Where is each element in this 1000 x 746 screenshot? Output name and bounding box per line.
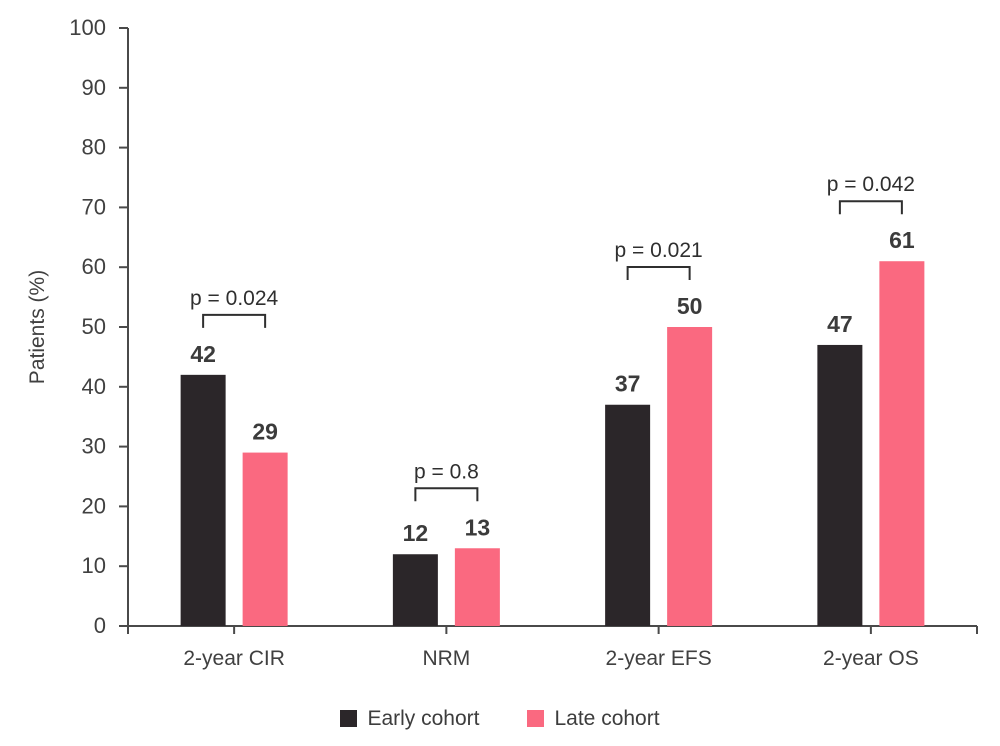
bar-value-label: 29 [252,419,278,445]
chart-legend: Early cohort Late cohort [0,690,1000,738]
bar-late-0 [242,452,288,626]
y-tick-label: 80 [82,135,106,160]
y-tick-label: 70 [82,194,106,219]
significance-bracket [202,313,267,328]
significance-bracket [626,266,691,280]
early-cohort-swatch-icon [340,709,358,727]
late-cohort-swatch-icon [527,709,545,727]
bar-early-1 [392,554,438,626]
bar-early-0 [180,374,226,626]
legend-label-late-cohort: Late cohort [554,706,660,730]
significance-bracket [838,200,903,215]
legend-item-early-cohort: Early cohort [340,708,479,729]
x-category-label: 2-year CIR [183,647,285,670]
bar-value-label: 61 [889,227,915,253]
y-tick-label: 30 [82,434,106,459]
legend-item-late-cohort: Late cohort [527,706,660,730]
y-tick-label: 60 [82,254,106,279]
bar-value-label: 37 [615,371,641,397]
p-value-label: p = 0.8 [414,460,479,483]
bar-early-3 [817,344,863,626]
x-category-label: 2-year OS [823,647,919,670]
p-value-label: p = 0.021 [615,239,703,262]
bar-late-1 [454,548,500,626]
y-tick-label: 10 [82,553,106,578]
bar-early-2 [605,404,651,626]
bar-value-label: 12 [403,520,429,546]
bar-value-label: 47 [827,311,853,337]
bar-chart: 0 10 20 30 40 50 60 70 80 90 100 Patients (%) 2-year… [26,15,978,670]
x-category-label: NRM [422,647,470,670]
legend-label-early-cohort: Early cohort [367,706,480,730]
y-axis-title: Patients (%) [26,270,49,384]
p-value-label: p = 0.024 [190,287,278,310]
y-tick-label: 40 [82,374,106,399]
y-tick-label: 90 [82,75,106,100]
bar-value-label: 42 [190,341,216,367]
y-tick-label: 100 [69,15,106,40]
bar-value-label: 13 [465,514,491,540]
y-tick-label: 20 [82,493,106,518]
y-tick-label: 50 [82,314,106,339]
significance-bracket [414,487,479,502]
p-value-label: p = 0.042 [827,173,915,196]
bar-late-3 [879,261,925,626]
x-category-label: 2-year EFS [606,647,712,670]
y-tick-label: 0 [94,613,106,638]
bar-late-2 [667,327,713,626]
bar-value-label: 50 [677,293,703,319]
